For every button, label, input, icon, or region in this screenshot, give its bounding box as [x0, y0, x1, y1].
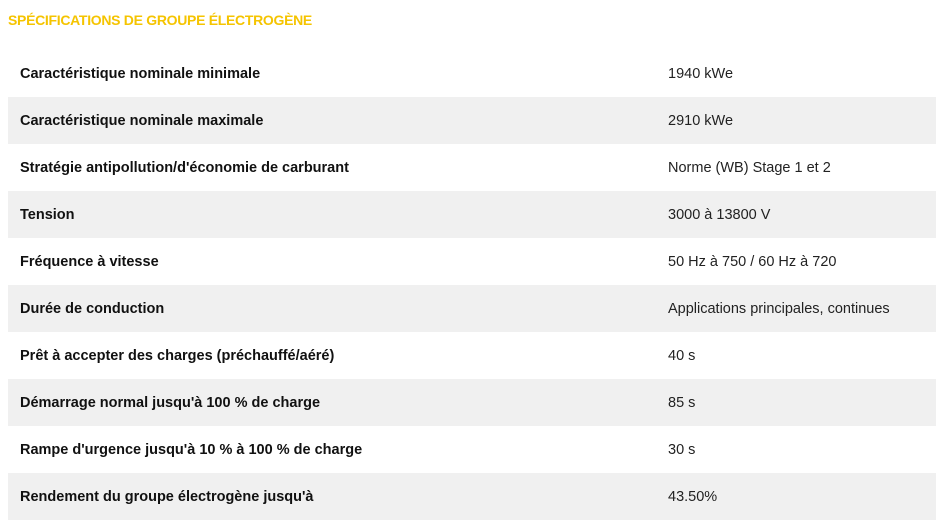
spec-label: Tension: [20, 206, 75, 223]
spec-value: 40 s: [668, 347, 696, 364]
table-row: Tension 3000 à 13800 V: [8, 191, 936, 238]
spec-label: Caractéristique nominale minimale: [20, 65, 261, 82]
table-row: Caractéristique nominale maximale 2910 k…: [8, 97, 936, 144]
spec-value: 1940 kWe: [668, 65, 734, 82]
table-row: Stratégie antipollution/d'économie de ca…: [8, 144, 936, 191]
spec-value: Norme (WB) Stage 1 et 2: [668, 159, 831, 176]
spec-value: Applications principales, continues: [668, 300, 890, 317]
spec-label: Caractéristique nominale maximale: [20, 112, 264, 129]
spec-value: 43.50%: [668, 488, 718, 505]
table-row: Démarrage normal jusqu'à 100 % de charge…: [8, 379, 936, 426]
spec-label: Stratégie antipollution/d'économie de ca…: [20, 159, 349, 176]
spec-value: 85 s: [668, 394, 696, 411]
table-row: Prêt à accepter des charges (préchauffé/…: [8, 332, 936, 379]
table-row: Durée de conduction Applications princip…: [8, 285, 936, 332]
section-title: SPÉCIFICATIONS DE GROUPE ÉLECTROGÈNE: [8, 12, 312, 28]
table-row: Caractéristique nominale minimale 1940 k…: [8, 50, 936, 97]
spec-value: 30 s: [668, 441, 696, 458]
table-row: Rampe d'urgence jusqu'à 10 % à 100 % de …: [8, 426, 936, 473]
spec-value: 50 Hz à 750 / 60 Hz à 720: [668, 253, 837, 270]
spec-value: 3000 à 13800 V: [668, 206, 771, 223]
spec-table: Caractéristique nominale minimale 1940 k…: [8, 50, 936, 520]
table-row: Rendement du groupe électrogène jusqu'à …: [8, 473, 936, 520]
table-row: Fréquence à vitesse 50 Hz à 750 / 60 Hz …: [8, 238, 936, 285]
spec-value: 2910 kWe: [668, 112, 734, 129]
spec-label: Durée de conduction: [20, 300, 165, 317]
spec-label: Rampe d'urgence jusqu'à 10 % à 100 % de …: [20, 441, 363, 458]
spec-label: Rendement du groupe électrogène jusqu'à: [20, 488, 314, 505]
spec-label: Prêt à accepter des charges (préchauffé/…: [20, 347, 335, 364]
spec-label: Démarrage normal jusqu'à 100 % de charge: [20, 394, 321, 411]
spec-label: Fréquence à vitesse: [20, 253, 159, 270]
